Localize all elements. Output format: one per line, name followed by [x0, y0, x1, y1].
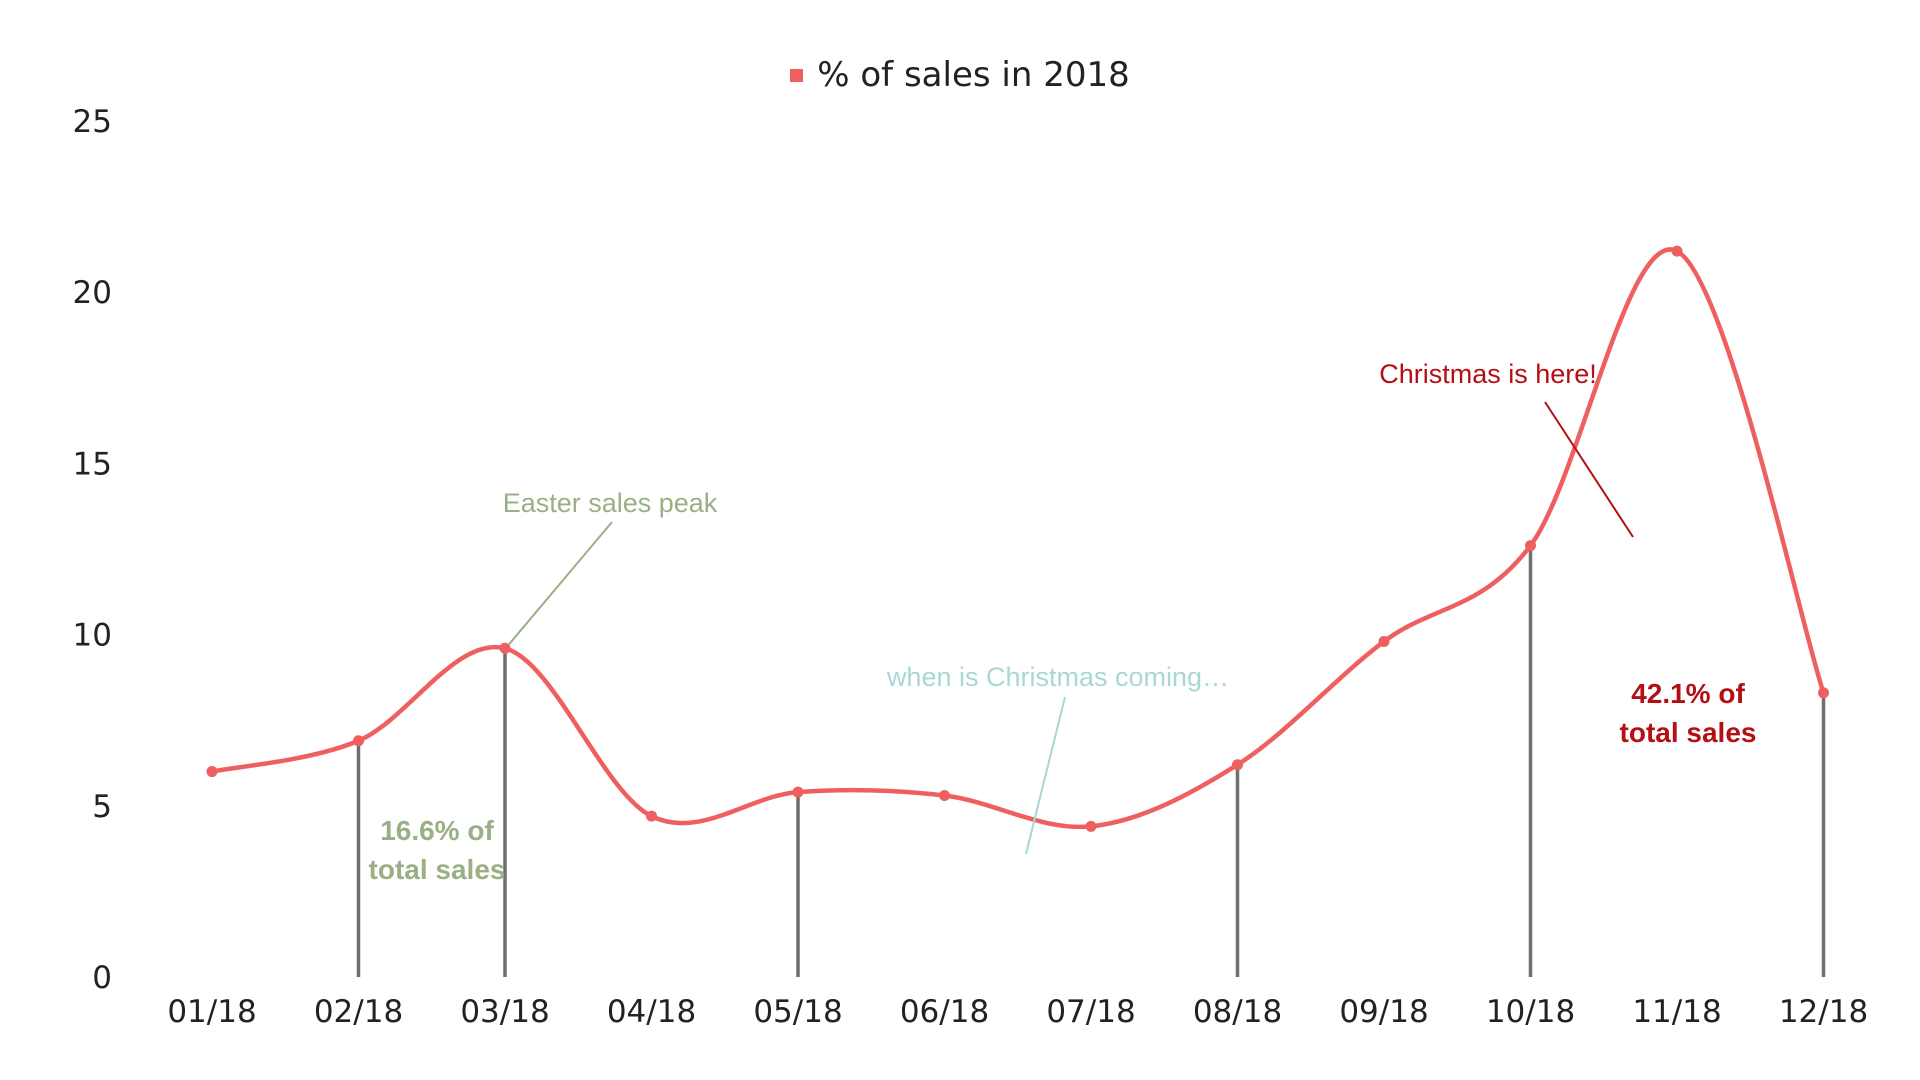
x-tick-label: 07/18 [1046, 994, 1135, 1030]
easter-share-line1: 16.6% of [380, 815, 494, 846]
easter-share-line2: total sales [369, 854, 506, 885]
christmas-share-line1: 42.1% of [1631, 678, 1745, 709]
x-tick-label: 12/18 [1779, 994, 1868, 1030]
legend-swatch [790, 68, 804, 82]
data-point [646, 810, 657, 822]
x-tick-label: 10/18 [1486, 994, 1575, 1030]
y-tick-label: 15 [73, 446, 112, 482]
x-tick-label: 08/18 [1193, 994, 1282, 1030]
data-point [792, 786, 804, 798]
data-point [206, 766, 218, 778]
data-point [939, 790, 950, 802]
x-tick-label: 04/18 [607, 994, 696, 1030]
data-point [353, 735, 364, 747]
x-tick-label: 01/18 [167, 994, 256, 1030]
christmas-pointer [1544, 401, 1634, 538]
data-point [1671, 245, 1683, 257]
data-point [1378, 635, 1390, 647]
y-tick-label: 0 [92, 960, 112, 996]
series-line [209, 247, 1826, 830]
waiting-pointer [1025, 696, 1066, 855]
y-tick-label: 20 [73, 275, 112, 311]
easter-annotation: Easter sales peak [503, 488, 718, 518]
x-tick-label: 06/18 [900, 994, 989, 1030]
christmas-annotation: Christmas is here! [1379, 359, 1597, 389]
legend-label: % of sales in 2018 [817, 55, 1130, 95]
data-point [1525, 540, 1536, 552]
x-tick-label: 05/18 [753, 994, 842, 1030]
y-tick-label: 25 [73, 104, 112, 140]
x-tick-label: 11/18 [1632, 994, 1721, 1030]
x-tick-label: 09/18 [1339, 994, 1428, 1030]
waiting-annotation: when is Christmas coming… [886, 662, 1229, 692]
easter-pointer [508, 521, 613, 645]
x-tick-label: 02/18 [314, 994, 403, 1030]
christmas-share-line2: total sales [1620, 717, 1757, 748]
y-tick-label: 10 [73, 618, 112, 654]
data-point [1232, 759, 1243, 771]
data-point [1085, 820, 1097, 832]
legend: % of sales in 2018 [0, 55, 1920, 95]
x-tick-label: 03/18 [460, 994, 549, 1030]
data-point [499, 642, 511, 654]
data-point [1818, 687, 1829, 699]
y-tick-label: 5 [92, 789, 112, 825]
